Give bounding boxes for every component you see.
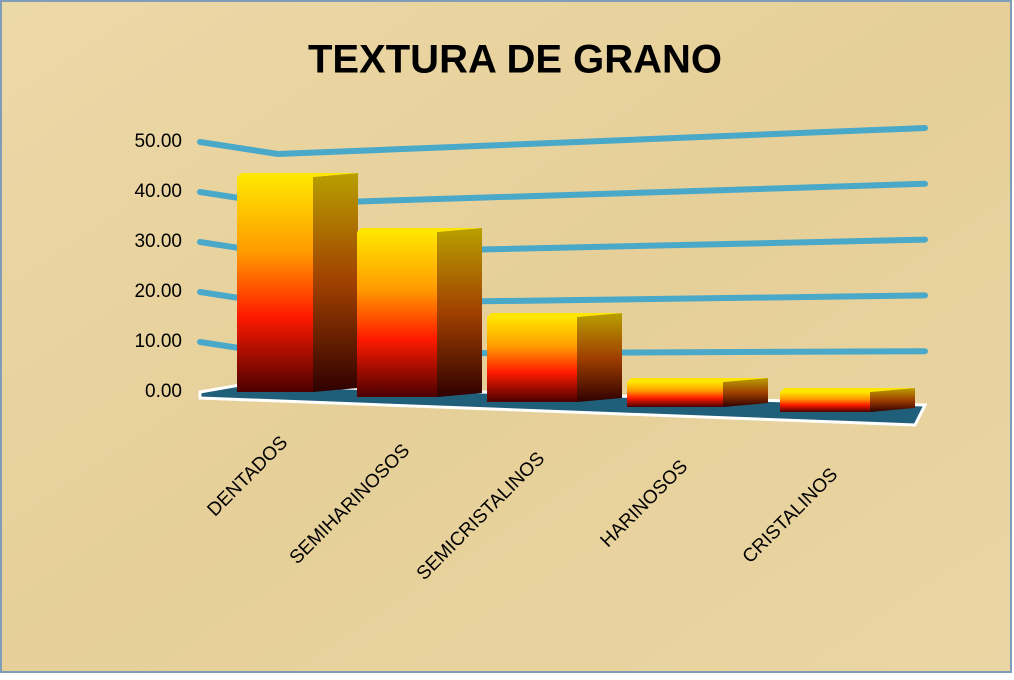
bar-side xyxy=(437,228,482,397)
y-tick-label: 50.00 xyxy=(134,131,182,152)
bar-top xyxy=(357,228,482,232)
bar-top xyxy=(780,388,915,392)
bar-side xyxy=(870,388,915,412)
y-tick-label: 0.00 xyxy=(145,381,182,402)
bar xyxy=(237,173,358,392)
y-tick-label: 10.00 xyxy=(134,331,182,352)
bar xyxy=(780,388,915,412)
bar xyxy=(627,378,768,407)
bar-front xyxy=(780,392,870,412)
bar-front xyxy=(487,317,577,402)
bar-top xyxy=(487,313,622,317)
y-tick-label: 20.00 xyxy=(134,281,182,302)
bar-front xyxy=(627,382,723,407)
bar xyxy=(487,313,622,402)
bar-side xyxy=(723,378,768,407)
grid-line xyxy=(197,125,928,158)
bar-top xyxy=(627,378,768,382)
y-tick-label: 30.00 xyxy=(134,231,182,252)
bar-front xyxy=(237,177,313,392)
bar-front xyxy=(357,232,437,397)
bar xyxy=(357,228,482,397)
bar-side xyxy=(577,313,622,402)
bar-top xyxy=(237,173,358,177)
y-tick-label: 40.00 xyxy=(134,181,182,202)
chart-title: TEXTURA DE GRANO xyxy=(308,38,722,82)
bar-side xyxy=(313,173,358,392)
